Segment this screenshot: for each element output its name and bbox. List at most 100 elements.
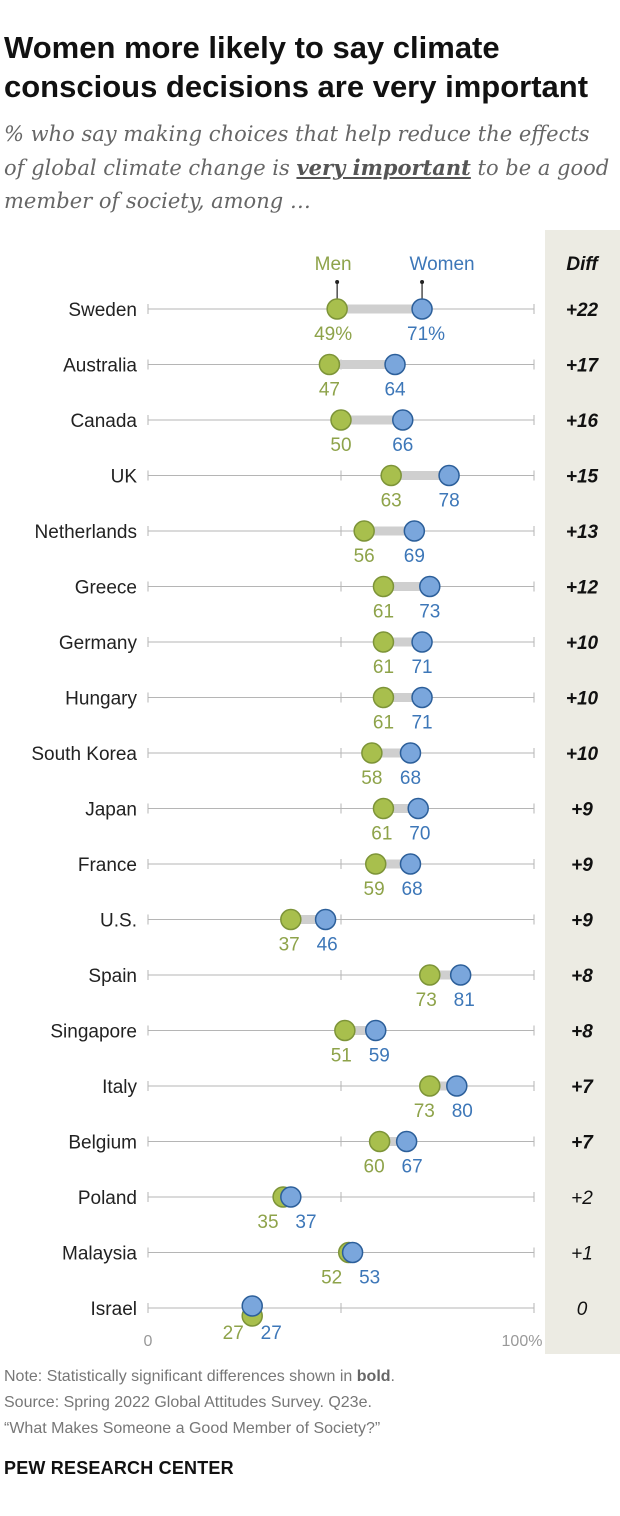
country-label: Germany [59, 633, 138, 654]
diff-value: +9 [571, 800, 593, 821]
country-label: Australia [63, 356, 137, 377]
legend-men-pointer-dot [335, 280, 340, 284]
men-value-label: 52 [321, 1268, 342, 1289]
men-value-label: 63 [381, 491, 402, 512]
women-value-label: 78 [439, 491, 460, 512]
note-bold-word: bold [356, 1368, 391, 1385]
diff-header: Diff [566, 254, 599, 275]
women-dot [411, 686, 433, 709]
men-dot [372, 575, 395, 598]
chart-subtitle: % who say making choices that help reduc… [4, 118, 614, 218]
diff-value: +22 [566, 300, 599, 321]
women-value-label: 27 [261, 1323, 282, 1344]
men-dot [326, 298, 348, 320]
women-value-label: 53 [359, 1268, 380, 1289]
women-value-label: 73 [419, 602, 440, 623]
women-value-label: 80 [452, 1101, 473, 1122]
diff-value: +7 [571, 1133, 594, 1154]
diff-value: +7 [571, 1077, 594, 1098]
men-value-label: 49% [314, 324, 352, 345]
diff-value: +16 [566, 411, 599, 432]
men-value-label: 73 [416, 990, 437, 1011]
note-text: Note: Statistically significant differen… [4, 1368, 357, 1385]
country-label: Poland [78, 1188, 137, 1209]
diff-value: +8 [571, 966, 593, 987]
diff-value: +2 [571, 1188, 593, 1209]
men-value-label: 60 [364, 1157, 385, 1178]
country-label: Netherlands [35, 522, 137, 543]
women-dot [419, 575, 441, 598]
men-dot [361, 742, 383, 764]
women-dot [399, 742, 422, 764]
women-value-label: 81 [454, 990, 475, 1011]
legend-men: Men [315, 254, 352, 275]
pew-research-center-logo: PEW RESEARCH CENTER [4, 1458, 234, 1478]
country-label: Italy [102, 1077, 137, 1098]
men-dot [353, 520, 375, 542]
subtitle-text-end: to be a good member of society, among … [4, 156, 610, 213]
country-label: Belgium [68, 1133, 137, 1154]
men-value-label: 73 [414, 1101, 435, 1122]
men-dot [318, 353, 341, 376]
men-value-label: 61 [373, 657, 394, 678]
women-dot [407, 797, 429, 820]
women-value-label: 67 [402, 1157, 423, 1178]
country-label: Canada [70, 411, 137, 432]
chart-title: Women more likely to say climate conscio… [4, 30, 589, 104]
women-dot [411, 298, 433, 320]
men-value-label: 58 [361, 768, 382, 789]
men-value-label: 61 [373, 713, 394, 734]
country-label: South Korea [31, 744, 137, 765]
diff-column-background [545, 230, 620, 1354]
men-value-label: 61 [373, 602, 394, 623]
women-dot [449, 964, 472, 986]
men-dot [330, 409, 352, 431]
women-value-label: 37 [295, 1212, 316, 1233]
women-value-label: 46 [317, 935, 338, 956]
diff-value: +10 [566, 633, 599, 654]
country-label: Greece [75, 578, 137, 599]
men-value-label: 56 [354, 546, 375, 567]
country-label: Japan [85, 800, 137, 821]
women-dot [446, 1075, 468, 1097]
country-label: Malaysia [62, 1244, 137, 1265]
women-value-label: 66 [392, 435, 413, 456]
men-value-label: 59 [364, 879, 385, 900]
women-dot [392, 409, 414, 431]
women-dot [411, 631, 433, 653]
women-value-label: 70 [409, 824, 430, 845]
women-value-label: 68 [402, 879, 423, 900]
men-value-label: 51 [331, 1046, 352, 1067]
dot-plot-chart: Diff Men Women Sweden 49% 71% +22 Australia 47 64… [31, 230, 620, 1354]
diff-value: 0 [577, 1299, 588, 1320]
women-dot [241, 1295, 263, 1317]
diff-value: +8 [571, 1022, 593, 1043]
axis-tick-label-100: 100% [502, 1333, 543, 1350]
diff-value: +12 [566, 578, 599, 599]
women-dot [403, 520, 426, 542]
men-dot [280, 908, 302, 931]
women-dot [438, 464, 460, 487]
women-value-label: 59 [369, 1046, 390, 1067]
legend-women: Women [409, 254, 474, 275]
women-value-label: 69 [404, 546, 425, 567]
men-value-label: 37 [279, 935, 300, 956]
subtitle-text-start: % who say making choices that help reduc… [4, 122, 590, 180]
source-report-title: “What Makes Someone a Good Member of Soc… [4, 1420, 381, 1437]
country-label: Spain [88, 966, 137, 987]
women-dot [395, 1130, 418, 1153]
note-line: Note: Statistically significant differen… [4, 1366, 395, 1388]
men-dot [419, 964, 441, 986]
men-value-label: 27 [223, 1323, 244, 1344]
country-label: Israel [91, 1299, 137, 1320]
diff-value: +10 [566, 689, 599, 710]
women-dot [384, 353, 406, 376]
diff-value: +9 [571, 911, 593, 932]
diff-value: +15 [566, 467, 599, 488]
men-dot [334, 1019, 356, 1042]
axis-tick-label-0: 0 [144, 1333, 153, 1350]
diff-value: +17 [566, 356, 600, 377]
source-line: Source: Spring 2022 Global Attitudes Sur… [4, 1394, 372, 1411]
women-dot [364, 1019, 387, 1042]
note-period: . [390, 1368, 395, 1385]
